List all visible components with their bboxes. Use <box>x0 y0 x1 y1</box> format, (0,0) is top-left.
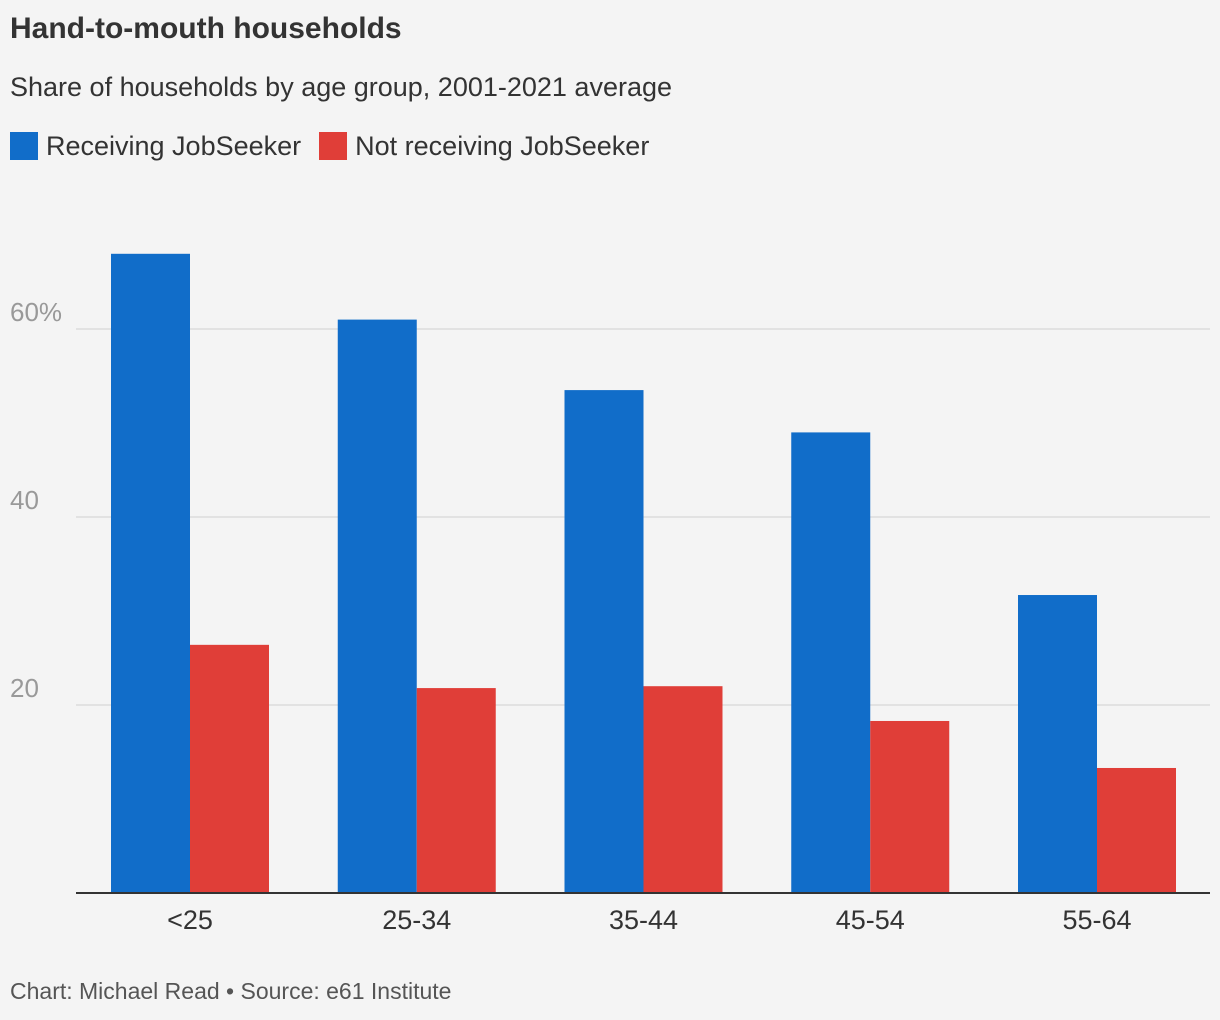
legend-label-not-receiving: Not receiving JobSeeker <box>355 130 650 161</box>
x-tick-label-1: <25 <box>167 905 213 935</box>
bar-receiving-2 <box>337 319 417 894</box>
bar-not-receiving-1 <box>190 644 269 893</box>
bar-chart: 20 40 60% <25 25-34 35-44 45-54 55-64 <box>10 253 1210 935</box>
legend-swatch-receiving <box>10 132 38 160</box>
x-tick-label-3: 35-44 <box>609 905 678 935</box>
bar-receiving-1 <box>111 253 190 894</box>
y-tick-label-40: 40 <box>10 485 39 515</box>
legend-item-receiving: Receiving JobSeeker <box>10 131 301 162</box>
legend-label-receiving: Receiving JobSeeker <box>46 130 302 161</box>
bar-receiving-4 <box>791 432 871 893</box>
bar-not-receiving-2 <box>416 688 496 893</box>
legend: Receiving JobSeeker Not receiving JobSee… <box>10 128 667 164</box>
chart-footer: Chart: Michael Read • Source: e61 Instit… <box>10 978 452 1004</box>
bar-receiving-3 <box>564 390 644 893</box>
legend-item-not-receiving: Not receiving JobSeeker <box>319 131 649 162</box>
x-tick-label-2: 25-34 <box>382 905 451 935</box>
y-tick-label-60: 60% <box>10 297 62 327</box>
axis-labels: 20 40 60% <25 25-34 35-44 45-54 55-64 <box>10 297 1132 935</box>
legend-swatch-not-receiving <box>319 132 348 160</box>
chart-subtitle: Share of households by age group, 2001-2… <box>10 72 673 102</box>
bars <box>111 253 1176 894</box>
bar-not-receiving-5 <box>1097 767 1176 893</box>
chart-title: Hand-to-mouth households <box>10 12 402 45</box>
bar-not-receiving-4 <box>870 720 950 893</box>
bar-not-receiving-3 <box>643 686 723 893</box>
x-tick-label-4: 45-54 <box>836 905 905 935</box>
x-tick-label-5: 55-64 <box>1062 905 1131 935</box>
bar-receiving-5 <box>1018 595 1097 893</box>
y-tick-label-20: 20 <box>10 673 39 703</box>
